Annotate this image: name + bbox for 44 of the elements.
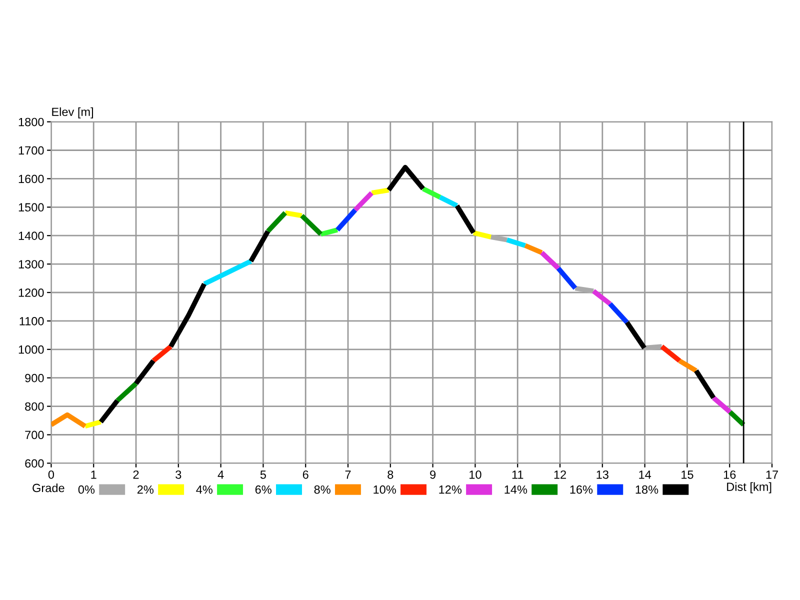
y-tick-label: 900 [25,374,44,382]
x-tick-label: 7 [345,470,351,479]
x-tick-label: 6 [302,470,308,479]
y-tick-label: 1200 [18,288,44,297]
y-tick-label: 1100 [20,316,44,326]
x-tick-label: 17 [766,470,778,479]
x-tick-label: 3 [176,470,182,479]
y-tick-label: 1400 [18,232,44,240]
legend-label: 6% [255,485,272,494]
y-tick-label: 1700 [18,146,44,155]
legend-label: 18% [636,485,658,494]
legend-title: Grade [32,483,64,492]
legend-label: 8% [314,485,330,494]
legend-label: 12% [439,485,462,494]
y-tick-label: 700 [25,430,44,440]
y-tick-label: 1300 [18,260,44,268]
x-tick-label: 1 [91,470,96,479]
x-tick-label: 11 [512,470,524,479]
x-tick-label: 15 [682,470,694,479]
x-tick-label: 12 [554,470,566,479]
y-tick-label: 1800 [18,118,44,126]
legend-label: 0% [78,485,95,494]
legend-label: 14% [504,485,528,494]
legend-label: 10% [374,485,396,494]
y-tick-label: 1000 [18,345,44,354]
y-tick-label: 1600 [18,174,44,184]
x-tick-label: 5 [260,470,266,479]
y-tick-label: 600 [25,459,44,468]
legend-label: 2% [137,485,154,494]
y-tick-label: 800 [25,402,44,411]
legend-label: 4% [196,485,212,494]
x-tick-label: 10 [470,470,482,479]
y-tick-label: 1500 [18,203,44,212]
x-tick-label: 9 [430,470,436,479]
x-tick-label: 13 [596,470,608,479]
legend-label: 16% [570,485,593,494]
x-tick-label: 4 [218,470,224,479]
y-axis-title: Elev [m] [52,107,93,118]
x-tick-label: 2 [133,470,139,479]
x-tick-label: 14 [639,470,652,479]
x-axis-title: Dist [km] [727,482,772,494]
x-tick-label: 8 [388,470,394,479]
x-tick-label: 16 [724,470,736,479]
x-tick-label: 0 [48,470,54,479]
